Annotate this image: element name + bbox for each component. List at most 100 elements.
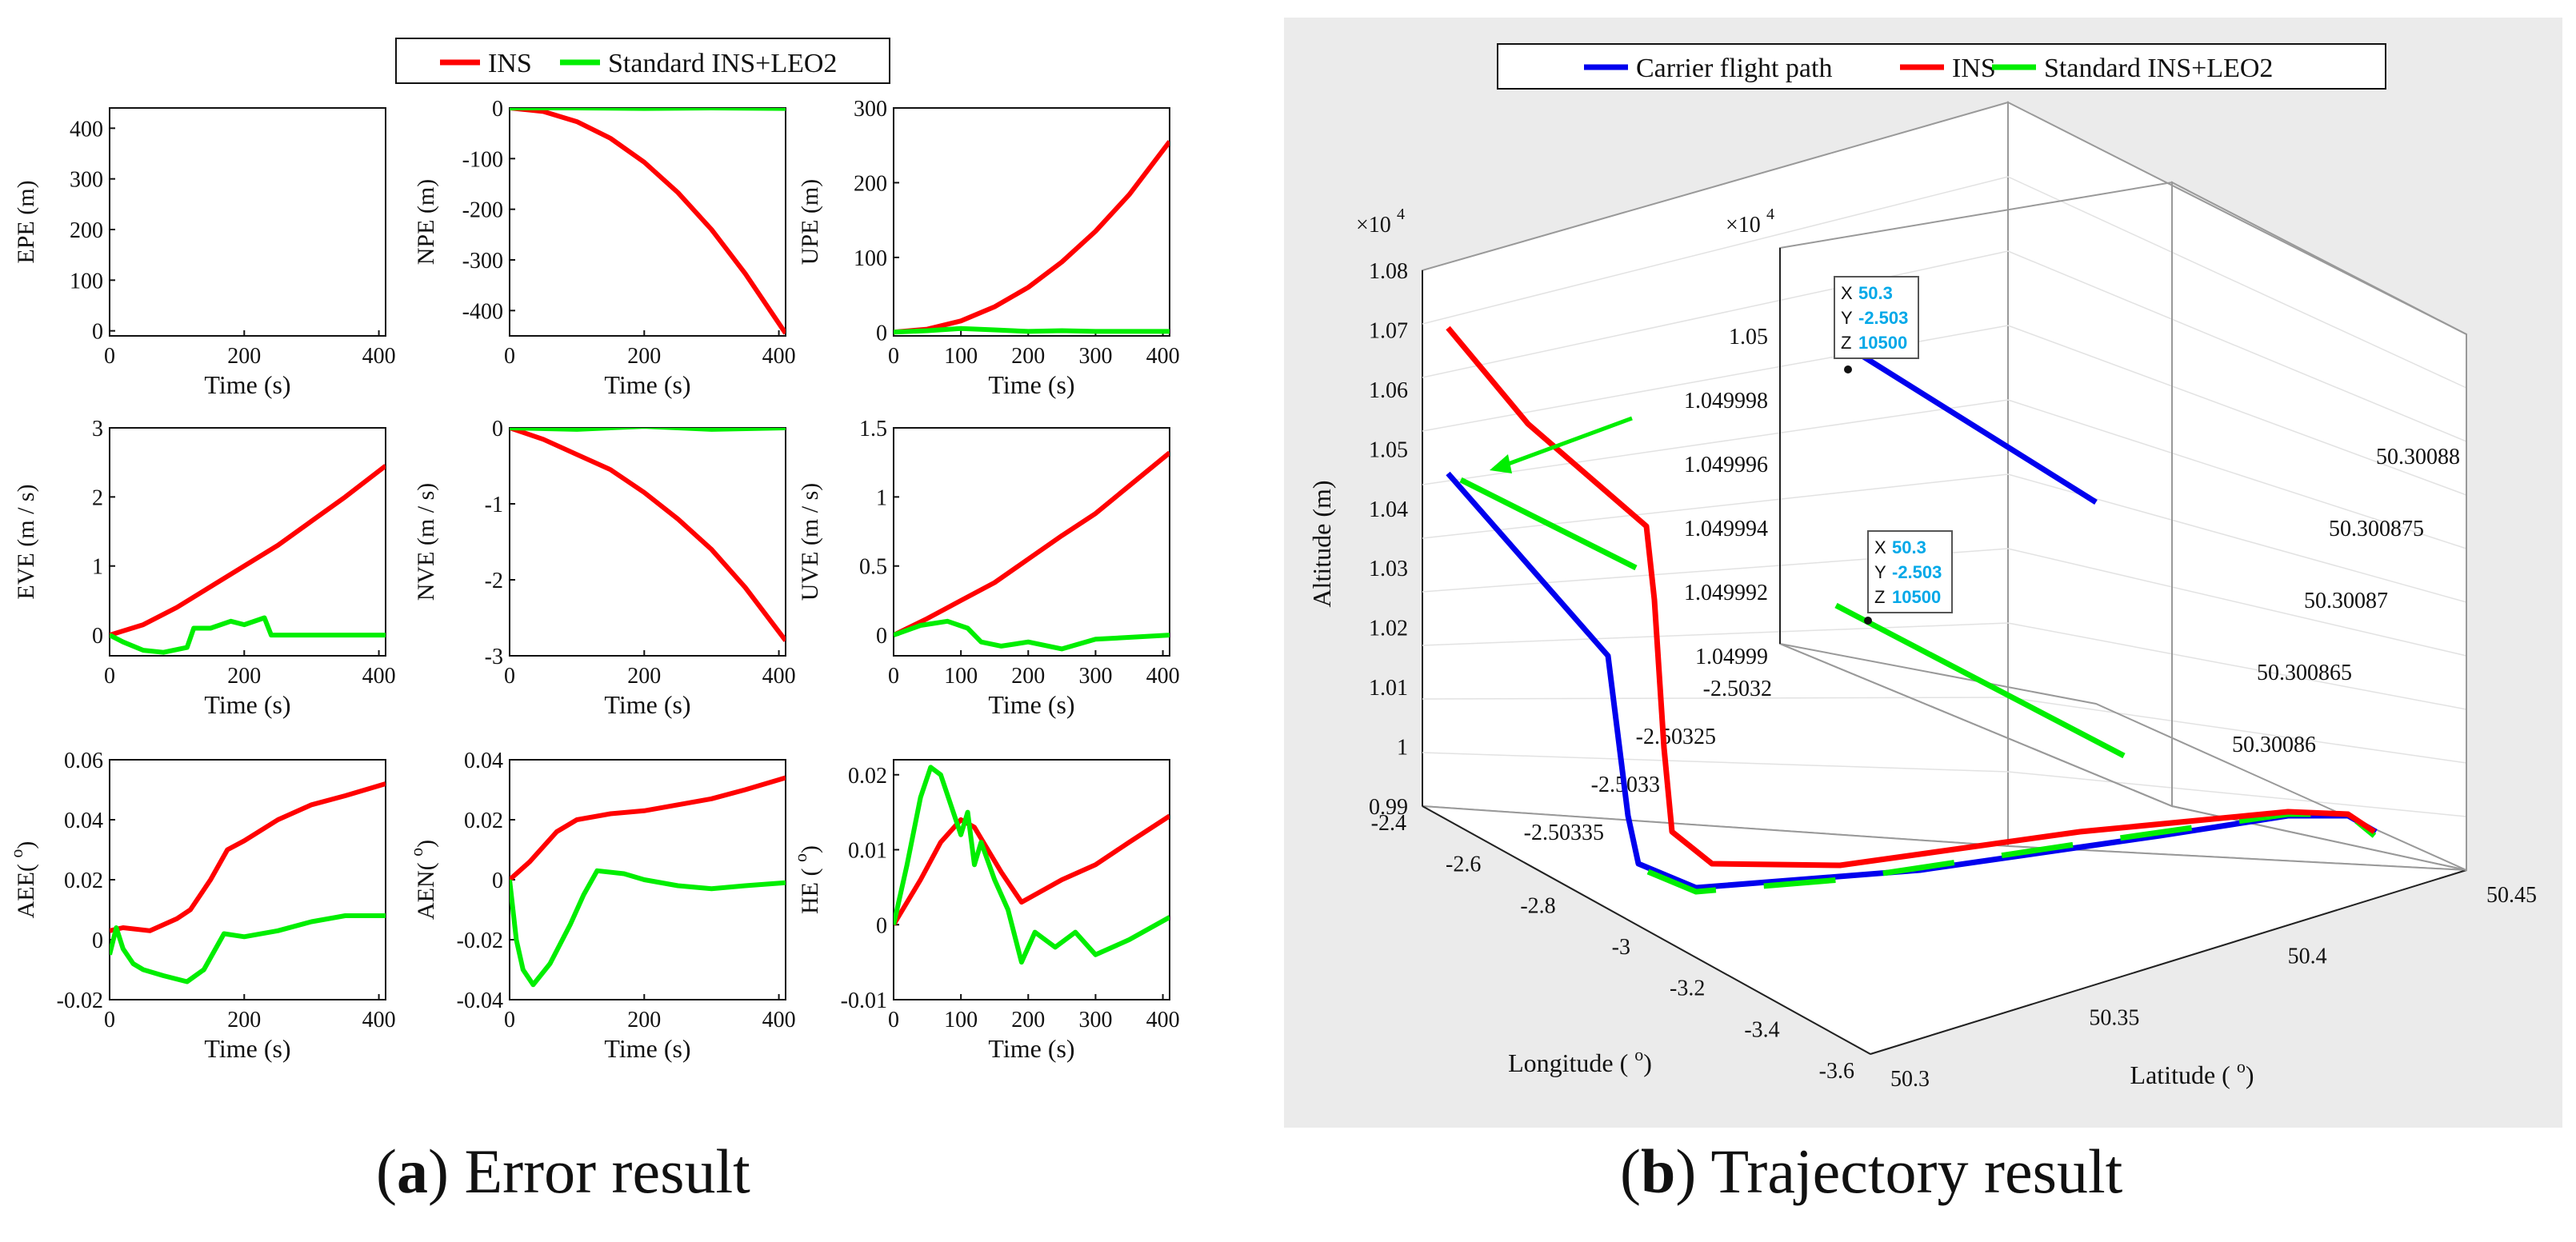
grid-z-right: [2007, 399, 2467, 549]
he-ytick-label: 0: [876, 913, 887, 938]
aee-ylabel: AEE( o): [6, 841, 39, 919]
inset-y-tick-label: 50.30086: [2232, 733, 2316, 757]
aee-ytick-label: 0: [92, 929, 103, 953]
nve-xtick-label: 200: [627, 664, 661, 689]
y-tick-label: 50.35: [2089, 1005, 2139, 1030]
subplot-aen: 0 200 400 -0.04 -0.02 0 0.02 0.04 Time (s) AEN( o…: [406, 749, 796, 1063]
uve-ytick-label: 0.5: [859, 555, 887, 580]
upe-series-leo: [894, 325, 1170, 335]
nve-xlabel: Time (s): [604, 690, 690, 719]
z-multiplier: ×10: [1356, 213, 1391, 238]
upe-xtick-label: 300: [1078, 344, 1112, 369]
front-edge-x: [1422, 805, 1871, 1055]
upe-series-ins: [894, 140, 1170, 335]
z-tick-label: 1.03: [1369, 557, 1408, 581]
y-tick-label: 50.45: [2486, 883, 2537, 908]
grid-z-right: [2007, 771, 2467, 817]
he-series-ins: [894, 813, 1170, 926]
epe-ytick-label: 100: [70, 269, 103, 294]
x-tick-label: -2.6: [1446, 853, 1481, 877]
epe-ytick-label: 0: [92, 320, 103, 345]
inset-x-tick-label: -2.50325: [1636, 725, 1716, 749]
uve-xtick-label: 400: [1146, 664, 1180, 689]
eve-xlabel: Time (s): [204, 690, 290, 719]
uve-ylabel: UVE (m / s): [797, 483, 823, 601]
npe-xlabel: Time (s): [604, 370, 690, 399]
datatip-marker: [1844, 365, 1852, 373]
datatip-value: 50.3: [1858, 283, 1893, 303]
nve-ytick-label: -1: [485, 493, 503, 517]
inset-z-tick-label: 1.049992: [1684, 581, 1768, 605]
grid-z-left: [1422, 399, 2009, 485]
epe-xlabel: Time (s): [204, 370, 290, 399]
he-ytick-label: 0.02: [848, 764, 887, 789]
he-ylabel: HE ( o): [790, 845, 823, 914]
eve-xtick-label: 200: [227, 664, 261, 689]
datatip-box: [1867, 530, 1953, 613]
aen-series-leo: [510, 868, 786, 988]
panel-b: Carrier flight path INS Standard INS+LEO2 0…: [1284, 18, 2562, 1128]
eve-series-ins: [110, 464, 386, 637]
aee-xtick-label: 200: [227, 1008, 261, 1032]
he-xtick-label: 300: [1078, 1008, 1112, 1032]
x-tick-label: -3.2: [1670, 976, 1705, 1001]
upe-ylabel: UPE (m): [797, 179, 823, 266]
aee-ytick-label: 0.04: [64, 809, 103, 833]
inset-series-carrier: [1850, 347, 2098, 505]
he-xtick-label: 100: [944, 1008, 978, 1032]
upe-xtick-label: 400: [1146, 344, 1180, 369]
aen-xlabel: Time (s): [604, 1034, 690, 1063]
uve-xlabel: Time (s): [988, 690, 1074, 719]
aee-xlabel: Time (s): [204, 1034, 290, 1063]
z-tick-label: 1.04: [1369, 497, 1408, 522]
uve-series-ins: [894, 450, 1170, 637]
subplot-npe: 0 200 400 0 -100 -200 -300 -400 Time (s) NPE (m): [413, 97, 796, 399]
x-axis-label: Longitude ( o): [1508, 1044, 1652, 1077]
front-edge-y: [1870, 869, 2467, 1055]
legend-a-leo-label: Standard INS+LEO2: [608, 49, 837, 78]
datatip-1: X 50.3 Y -2.503 Z 10500: [1864, 530, 1953, 625]
eve-ytick-label: 3: [92, 417, 103, 441]
datatip-key: Y: [1874, 562, 1886, 582]
aen-ytick-label: -0.02: [457, 929, 503, 953]
eve-xtick-label: 400: [362, 664, 396, 689]
npe-ytick-label: -300: [462, 249, 503, 274]
nve-ytick-label: -3: [485, 645, 503, 669]
nve-series-ins: [510, 428, 786, 642]
grid-z-right: [2007, 622, 2467, 710]
datatip-box: [1834, 276, 1919, 359]
npe-ytick-label: -200: [462, 198, 503, 223]
y-tick-label: 50.4: [2288, 944, 2327, 969]
caption-b: (b) Trajectory result: [1620, 1136, 2123, 1206]
aen-xtick-label: 400: [762, 1008, 796, 1032]
aen-ytick-label: 0.04: [464, 749, 503, 773]
legend-a: INS Standard INS+LEO2: [395, 38, 890, 84]
datatip-key: Y: [1841, 308, 1853, 328]
uve-axes-box: [893, 427, 1170, 657]
datatip-value: -2.503: [1892, 562, 1942, 582]
z-axis-label: Altitude (m): [1307, 480, 1336, 607]
grid-z-left: [1422, 473, 2009, 539]
inset-series-leo: [1834, 602, 2126, 759]
epe-xtick-label: 400: [362, 344, 396, 369]
nve-ytick-label: -2: [485, 569, 503, 593]
nve-series-leo: [510, 428, 786, 432]
grid-z-left: [1422, 752, 2009, 773]
inset-y-tick-label: 50.300865: [2257, 661, 2352, 685]
aee-xtick-label: 0: [104, 1008, 115, 1032]
grid-z-right: [2007, 697, 2467, 764]
epe-ylabel: EPE (m): [13, 180, 39, 263]
uve-ytick-label: 0: [876, 624, 887, 649]
grid-z-left: [1422, 176, 2009, 325]
he-ytick-label: -0.01: [841, 988, 887, 1013]
aen-series-ins: [510, 775, 786, 882]
grid-z-left: [1422, 622, 2009, 646]
inset-z-tick-label: 1.04999: [1695, 645, 1768, 669]
aen-ytick-label: -0.04: [457, 988, 503, 1013]
eve-xtick-label: 0: [104, 664, 115, 689]
inset-z-multiplier: ×10: [1726, 213, 1761, 238]
y-axis-label: Latitude ( o): [2130, 1056, 2254, 1089]
